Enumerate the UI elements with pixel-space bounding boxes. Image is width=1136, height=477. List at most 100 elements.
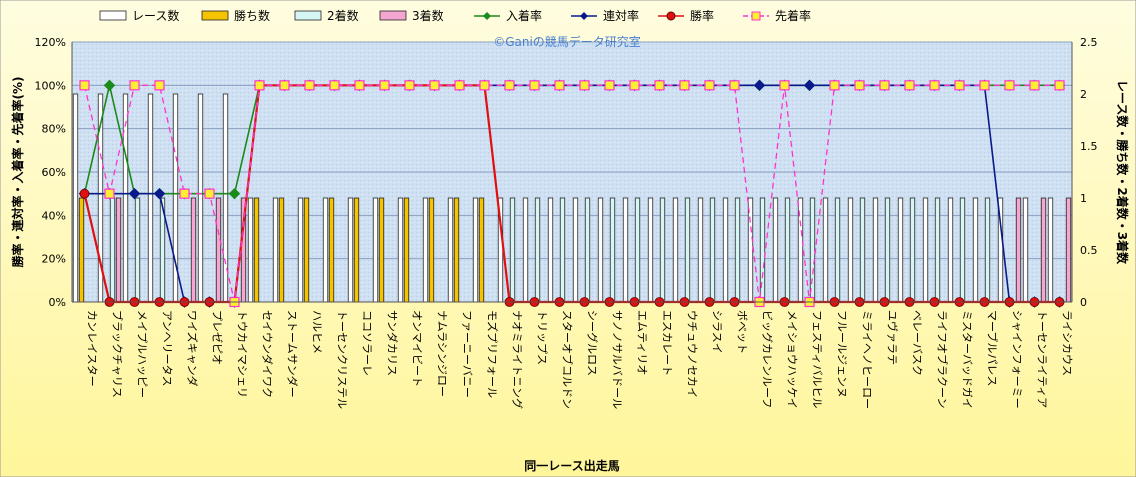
bar-レース数-39 [1047, 197, 1054, 303]
x-tick-label: ライフオブラクーン [936, 310, 950, 408]
x-tick-label: フェスティバルヒル [811, 310, 824, 408]
bar-2着数-29 [809, 197, 816, 303]
legend-swatch-2着数 [294, 10, 322, 21]
point-連対率-29 [803, 79, 816, 92]
bar-3着数-1 [115, 197, 122, 303]
bar-レース数-26 [722, 197, 729, 303]
bar-勝ち数-13 [403, 197, 410, 303]
x-tick-label: エスカレート [661, 310, 674, 376]
legend: レース数 勝ち数 2着数 3着数 入着率 連対率 勝率 先着率 [99, 8, 811, 23]
bar-レース数-25 [697, 197, 704, 303]
bar-勝ち数-14 [428, 197, 435, 303]
bar-レース数-5 [197, 93, 204, 303]
bar-レース数-22 [622, 197, 629, 303]
y-left-tick-label: 80% [42, 123, 66, 136]
legend-swatch-3着数 [379, 10, 407, 21]
bar-レース数-20 [572, 197, 579, 303]
point-先着率-34 [929, 80, 940, 91]
legend-marker-勝率 [666, 11, 676, 21]
x-tick-label: トーセンクリステル [336, 310, 349, 409]
x-tick-label: ボベット [736, 310, 749, 354]
bar-勝ち数-0 [78, 197, 85, 303]
x-tick-label: カンレイスター [86, 310, 99, 387]
bar-レース数-15 [447, 197, 454, 303]
x-tick-label: フルールジェンヌ [836, 310, 849, 398]
point-先着率-1 [104, 188, 115, 199]
legend-marker-先着率 [751, 11, 761, 21]
bar-レース数-8 [272, 197, 279, 303]
bar-2着数-21 [609, 197, 616, 303]
legend-label-3着数: 3着数 [412, 8, 444, 23]
x-tick-label: シラスイ [711, 310, 724, 354]
bar-勝ち数-12 [378, 197, 385, 303]
x-tick-label: メイプルハッピー [136, 310, 149, 398]
x-tick-label: メイショウハッケイ [786, 310, 799, 409]
point-先着率-3 [154, 80, 165, 91]
point-先着率-14 [429, 80, 440, 91]
point-先着率-18 [529, 80, 540, 91]
bar-2着数-24 [684, 197, 691, 303]
bar-2着数-20 [584, 197, 591, 303]
bar-2着数-18 [534, 197, 541, 303]
legend-label-レース数: レース数 [132, 8, 179, 23]
point-先着率-35 [954, 80, 965, 91]
bar-2着数-35 [959, 197, 966, 303]
point-先着率-12 [379, 80, 390, 91]
x-tick-label: サノノサルバドール [611, 310, 624, 409]
point-先着率-20 [579, 80, 590, 91]
bar-勝ち数-10 [328, 197, 335, 303]
bar-2着数-30 [834, 197, 841, 303]
point-先着率-4 [179, 188, 190, 199]
bar-3着数-37 [1015, 197, 1022, 303]
y-left-tick-label: 120% [35, 36, 66, 49]
bar-2着数-1 [109, 197, 116, 303]
y-axis-left-label: 勝率・連対率・入着率・先着率(%) [10, 77, 25, 268]
point-先着率-8 [279, 80, 290, 91]
x-tick-label: シーグルロス [586, 310, 600, 376]
legend-swatch-勝ち数 [201, 10, 229, 21]
bar-3着数-5 [215, 197, 222, 303]
bar-レース数-7 [247, 197, 254, 303]
point-先着率-30 [829, 80, 840, 91]
point-入着率-1 [103, 79, 116, 92]
bar-勝ち数-8 [278, 197, 285, 303]
point-先着率-36 [979, 80, 990, 91]
point-先着率-32 [879, 80, 890, 91]
y-right-tick-label: 0.5 [1080, 244, 1098, 257]
x-tick-label: トリップス [536, 310, 549, 365]
point-先着率-39 [1054, 80, 1065, 91]
x-tick-label: ウチュウノセカイ [686, 310, 699, 398]
y-right-tick-label: 0 [1080, 296, 1087, 309]
bar-レース数-0 [72, 93, 79, 303]
x-tick-label: ストームサンダー [286, 310, 300, 398]
point-先着率-19 [554, 80, 565, 91]
watermark-text: ©Ganiの競馬データ研究室 [493, 34, 641, 49]
legend-label-2着数: 2着数 [327, 8, 359, 23]
y-right-tick-label: 1.5 [1080, 140, 1098, 153]
bar-レース数-14 [422, 197, 429, 303]
point-先着率-23 [654, 80, 665, 91]
bar-2着数-31 [859, 197, 866, 303]
bar-2着数-25 [709, 197, 716, 303]
x-tick-label: アンヘリータス [161, 310, 174, 387]
point-先着率-7 [254, 80, 265, 91]
bar-レース数-32 [872, 197, 879, 303]
bar-2着数-26 [734, 197, 741, 303]
point-先着率-9 [304, 80, 315, 91]
point-先着率-13 [404, 80, 415, 91]
y-left-tick-label: 100% [35, 79, 66, 92]
bar-レース数-38 [1022, 197, 1029, 303]
bar-レース数-28 [772, 197, 779, 303]
x-tick-label: ユヴァラテ [886, 310, 900, 365]
x-tick-label: ワイズキャンダ [186, 310, 200, 387]
point-連対率-2 [128, 187, 141, 200]
point-先着率-24 [679, 80, 690, 91]
bar-レース数-9 [297, 197, 304, 303]
x-tick-label: ブラックチャリス [111, 310, 125, 398]
bar-2着数-22 [634, 197, 641, 303]
x-tick-label: ハルヒメ [311, 310, 324, 354]
x-tick-label: ココソラーレ [361, 310, 374, 376]
point-勝率-0 [79, 188, 90, 199]
point-先着率-38 [1029, 80, 1040, 91]
